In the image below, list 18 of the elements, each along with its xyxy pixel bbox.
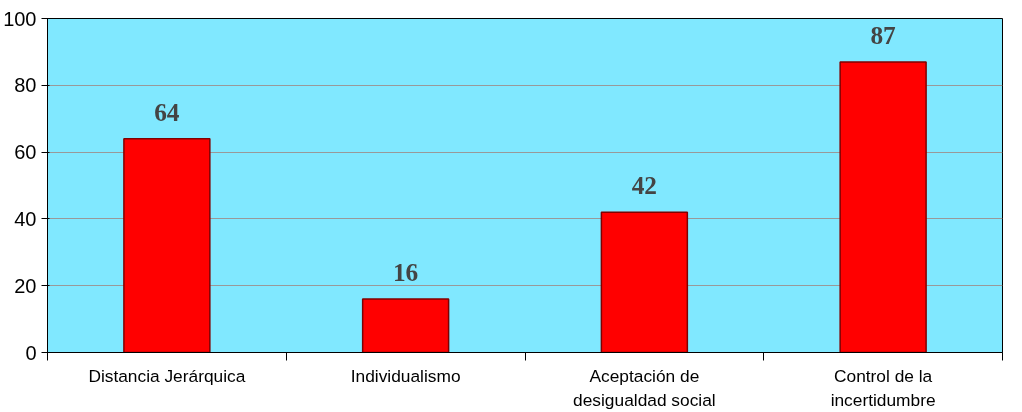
- bar: [600, 211, 689, 353]
- data-label: 64: [154, 97, 180, 126]
- data-label: 87: [870, 20, 897, 49]
- bar: [361, 298, 450, 353]
- x-tick-label: Individualismo: [350, 365, 461, 386]
- x-tick-label: Control de la incertidumbre: [830, 365, 936, 410]
- y-tick-label: 100: [3, 7, 37, 30]
- y-tick-label: 40: [14, 207, 37, 230]
- y-tick-label: 20: [14, 274, 37, 297]
- x-tick-label: Aceptación de desigualdad social: [573, 365, 716, 410]
- data-label: 16: [392, 258, 419, 287]
- y-tick-label: 80: [14, 74, 37, 97]
- bar: [123, 137, 211, 353]
- bar: [839, 61, 927, 353]
- y-tick-label: 0: [25, 341, 37, 364]
- data-label: 42: [631, 171, 658, 200]
- x-tick-label: Distancia Jerárquica: [88, 365, 246, 386]
- y-tick-label: 60: [14, 141, 37, 164]
